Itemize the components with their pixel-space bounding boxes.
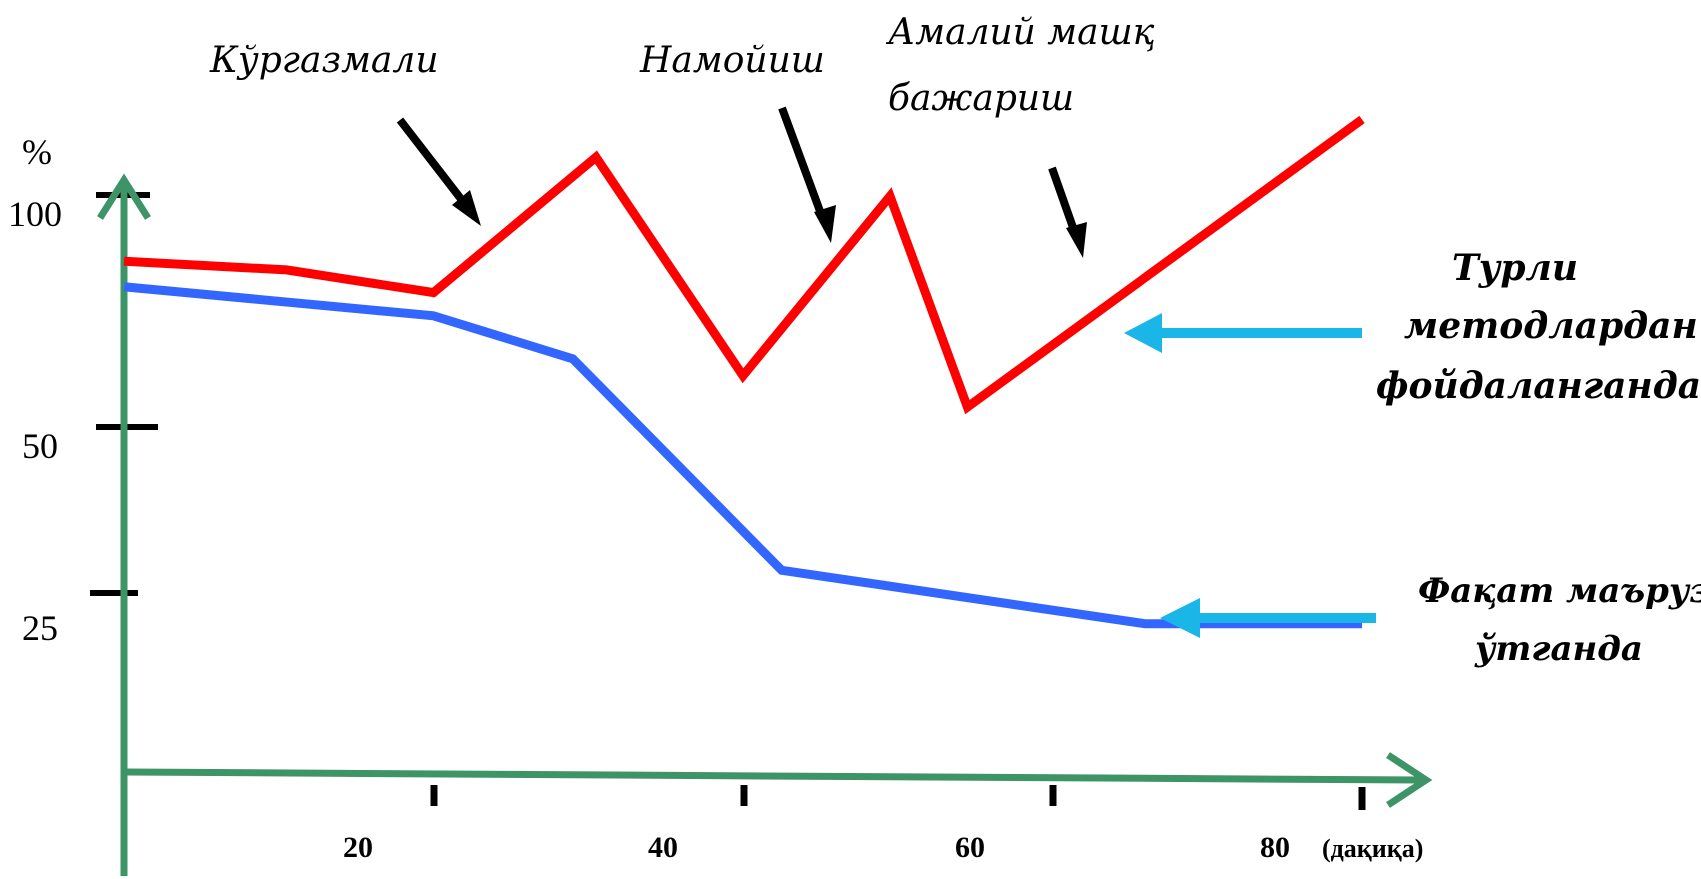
annotation-namoyish: Намойиш xyxy=(639,40,825,81)
series-layer xyxy=(123,115,1365,629)
legend-arrow-blue xyxy=(1160,598,1376,638)
annotation-kurgazmali: Кўргазмали xyxy=(209,40,439,81)
x-axis xyxy=(123,768,1421,784)
x-tick-label-80: 80 xyxy=(1260,831,1290,864)
y-axis-arrowhead xyxy=(97,173,151,220)
legend-arrow-red xyxy=(1124,313,1362,353)
legend-label-red-line3: фойдаланганда xyxy=(1376,365,1701,407)
pointer-arrow-namoyish xyxy=(778,106,836,243)
legend-label-blue-line2: ўтганда xyxy=(1474,629,1643,669)
y-tick-label-100: 100 xyxy=(8,194,62,234)
x-axis-unit-label: (дақиқа) xyxy=(1322,834,1423,863)
legend-label-red-line1: Турли xyxy=(1452,247,1578,289)
x-axis-arrowhead xyxy=(1386,752,1433,808)
legend-label-blue-line1: Фақат маъруза xyxy=(1418,571,1701,611)
legend-label-red-line2: методлардан xyxy=(1404,305,1698,347)
pointer-arrow-amaliy xyxy=(1048,166,1087,258)
pointer-arrow-kurgazmali xyxy=(396,117,481,226)
y-axis-label: % xyxy=(22,132,52,172)
y-tick-label-50: 50 xyxy=(22,426,58,466)
annotation-amaliy-line2: бажариш xyxy=(888,78,1074,119)
series-line-red xyxy=(123,115,1365,415)
x-tick-label-40: 40 xyxy=(648,831,678,864)
annotation-amaliy-line1: Амалий машқ xyxy=(885,12,1155,53)
x-tick-label-20: 20 xyxy=(343,831,373,864)
x-tick-label-60: 60 xyxy=(955,831,985,864)
y-tick-label-25: 25 xyxy=(22,608,58,648)
